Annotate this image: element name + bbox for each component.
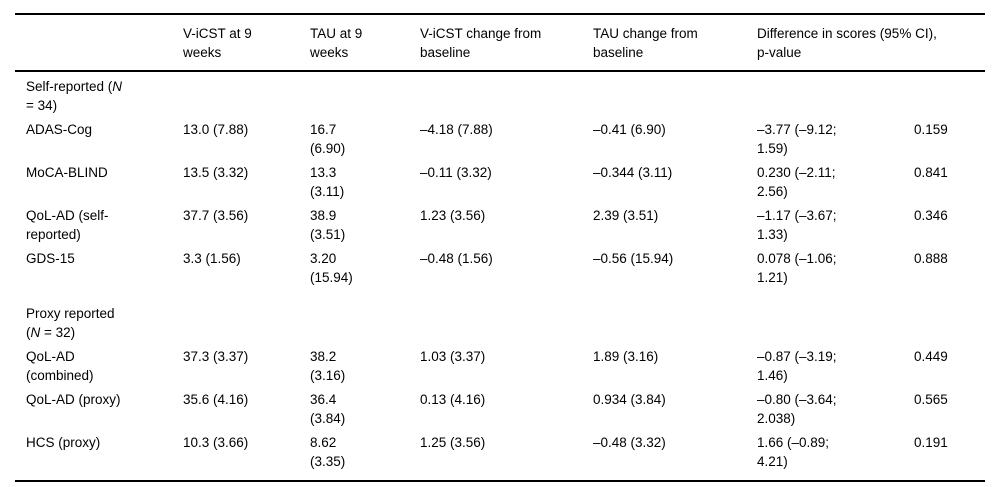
cell-tau-change: –0.48 (3.32)	[593, 435, 666, 450]
cell-difference: –1.17 (–3.67; 1.33)	[757, 208, 837, 242]
cell-v-icst-9wk: 37.3 (3.37)	[183, 349, 249, 364]
document-page: { "table": { "column_headers": [ { "labe…	[0, 13, 1000, 487]
section-label-pre: Proxy reported (	[26, 306, 115, 340]
section-label-pre: Self-reported (	[26, 79, 113, 94]
cell-p-value: 0.449	[914, 349, 948, 364]
cell-tau-change: 1.89 (3.16)	[593, 349, 659, 364]
table-row: GDS-15 3.3 (1.56) 3.20 (15.94) –0.48 (1.56)…	[15, 244, 985, 287]
cell-v-icst-change: –0.11 (3.32)	[420, 165, 492, 180]
section-label-italic: N	[30, 325, 41, 340]
cell-tau-change: 2.39 (3.51)	[593, 208, 659, 223]
cell-v-icst-9wk: 13.5 (3.32)	[183, 165, 249, 180]
cell-difference: 0.078 (–1.06; 1.21)	[757, 251, 837, 285]
table-row: QoL-AD (combined) 37.3 (3.37) 38.2 (3.16) 1…	[15, 342, 985, 385]
section-label-post: = 32)	[40, 325, 76, 340]
cell-v-icst-change: 1.23 (3.56)	[420, 208, 486, 223]
cell-v-icst-change: 1.03 (3.37)	[420, 349, 486, 364]
table-header: V-iCST at 9 weeks TAU at 9 weeks V-iCST ch…	[15, 14, 986, 72]
table-row: QoL-AD (self- reported) 37.7 (3.56) 38.9 (…	[15, 201, 985, 244]
section-label-post: = 34)	[26, 98, 58, 113]
cell-tau-9wk: 3.20 (15.94)	[310, 251, 353, 285]
cell-difference: 0.230 (–2.11; 2.56)	[757, 165, 836, 199]
cell-p-value: 0.346	[914, 208, 948, 223]
section-label: Self-reported (N = 34)	[15, 71, 985, 115]
cell-tau-9wk: 8.62 (3.35)	[310, 435, 346, 469]
column-header: TAU at 9 weeks	[310, 14, 420, 72]
table-row: QoL-AD (proxy) 35.6 (4.16) 36.4 (3.84) 0.13…	[15, 385, 985, 428]
cell-v-icst-change: –0.48 (1.56)	[420, 251, 493, 266]
cell-p-value: 0.565	[914, 392, 948, 407]
cell-tau-change: 0.934 (3.84)	[593, 392, 666, 407]
cell-v-icst-9wk: 35.6 (4.16)	[183, 392, 249, 407]
results-table-container: V-iCST at 9 weeks TAU at 9 weeks V-iCST ch…	[15, 13, 986, 482]
table-row: HCS (proxy) 10.3 (3.66) 8.62 (3.35) 1.25 (3…	[15, 428, 985, 481]
cell-difference: –0.80 (–3.64; 2.038)	[757, 392, 837, 426]
cell-tau-9wk: 13.3 (3.11)	[310, 165, 345, 199]
cell-v-icst-9wk: 3.3 (1.56)	[183, 251, 241, 266]
row-label: QoL-AD (proxy)	[26, 392, 121, 407]
section-row: Proxy reported (N = 32)	[15, 287, 985, 342]
row-label: QoL-AD (self- reported)	[26, 208, 109, 242]
cell-v-icst-change: 0.13 (4.16)	[420, 392, 486, 407]
section-row: Self-reported (N = 34)	[15, 71, 985, 115]
table-row: ADAS-Cog 13.0 (7.88) 16.7 (6.90) –4.18 (7.8…	[15, 115, 985, 158]
cell-tau-9wk: 16.7 (6.90)	[310, 122, 346, 156]
cell-tau-9wk: 38.2 (3.16)	[310, 349, 346, 383]
section-label-italic: N	[112, 79, 123, 94]
cell-tau-9wk: 38.9 (3.51)	[310, 208, 346, 242]
cell-p-value: 0.191	[914, 435, 948, 450]
row-label: ADAS-Cog	[26, 122, 93, 137]
column-header: V-iCST change from baseline	[420, 14, 593, 72]
cell-v-icst-9wk: 10.3 (3.66)	[183, 435, 249, 450]
results-table: V-iCST at 9 weeks TAU at 9 weeks V-iCST ch…	[15, 13, 986, 482]
cell-tau-change: –0.56 (15.94)	[593, 251, 674, 266]
cell-difference: –3.77 (–9.12; 1.59)	[757, 122, 837, 156]
cell-tau-change: –0.344 (3.11)	[593, 165, 673, 180]
row-label-column-header	[15, 14, 183, 72]
row-label: QoL-AD (combined)	[26, 349, 94, 383]
cell-v-icst-9wk: 37.7 (3.56)	[183, 208, 249, 223]
cell-v-icst-change: 1.25 (3.56)	[420, 435, 486, 450]
section-label: Proxy reported (N = 32)	[15, 287, 985, 342]
cell-v-icst-9wk: 13.0 (7.88)	[183, 122, 249, 137]
cell-p-value: 0.159	[914, 122, 948, 137]
table-row: MoCA-BLIND 13.5 (3.32) 13.3 (3.11) –0.11 (3…	[15, 158, 985, 201]
table-body: Self-reported (N = 34) ADAS-Cog 13.0 (7.88…	[15, 71, 985, 481]
cell-p-value: 0.841	[914, 165, 948, 180]
column-header: V-iCST at 9 weeks	[183, 14, 310, 72]
row-label: GDS-15	[26, 251, 75, 266]
cell-difference: –0.87 (–3.19; 1.46)	[757, 349, 837, 383]
column-header: TAU change from baseline	[593, 14, 757, 72]
cell-difference: 1.66 (–0.89; 4.21)	[757, 435, 830, 469]
row-label: HCS (proxy)	[26, 435, 101, 450]
cell-v-icst-change: –4.18 (7.88)	[420, 122, 493, 137]
cell-tau-change: –0.41 (6.90)	[593, 122, 666, 137]
column-header: Difference in scores (95% CI), p-value	[757, 14, 986, 72]
row-label: MoCA-BLIND	[26, 165, 108, 180]
header-row: V-iCST at 9 weeks TAU at 9 weeks V-iCST ch…	[15, 14, 986, 72]
cell-p-value: 0.888	[914, 251, 948, 266]
cell-tau-9wk: 36.4 (3.84)	[310, 392, 346, 426]
